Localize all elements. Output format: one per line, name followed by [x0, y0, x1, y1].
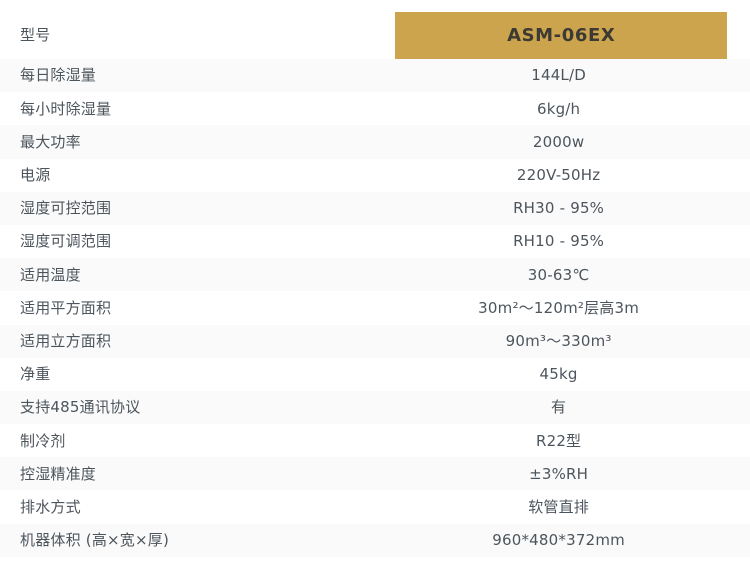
spec-label-text: 净重 [20, 365, 51, 384]
spec-value-text: RH10 - 95% [513, 232, 605, 251]
spec-value-cell: 30-63℃ [395, 258, 750, 291]
spec-label-text: 适用温度 [20, 265, 81, 284]
spec-label-cell: 每小时除湿量 [0, 92, 395, 125]
spec-table-row: 适用立方面积 90m³～330m³ [0, 324, 750, 358]
spec-value-text: 45kg [539, 365, 578, 384]
spec-table-row: 电源 220V-50Hz [0, 159, 750, 192]
spec-value-cell: 30m²～120m²层高3m [395, 291, 750, 324]
spec-table-row: 制冷剂 R22型 [0, 424, 750, 457]
spec-label-cell: 最大功率 [0, 125, 395, 158]
spec-label-cell: 净重 [0, 358, 395, 391]
spec-table-row: 适用平方面积 30m²～120m²层高3m [0, 291, 750, 324]
spec-value-text: RH30 - 95% [513, 199, 605, 218]
spec-value-text: 30-63℃ [527, 265, 590, 284]
spec-value-cell: R22型 [395, 424, 750, 457]
spec-value-cell: 软管直排 [395, 490, 750, 523]
spec-value-cell: 144L/D [395, 59, 750, 92]
spec-value-text: 90m³～330m³ [505, 331, 612, 350]
spec-table-row: 湿度可调范围 RH10 - 95% [0, 225, 750, 258]
spec-label-cell: 排水方式 [0, 490, 395, 523]
spec-header-row: 型号 ASM-06EX [0, 12, 750, 59]
spec-table-body: 型号 ASM-06EX 每日除湿量 144L/D 每小时除湿量 6kg/h 最大功率 2000… [0, 12, 750, 557]
spec-label-text: 适用平方面积 [20, 298, 112, 317]
spec-value-cell: 45kg [395, 358, 750, 391]
spec-table: 型号 ASM-06EX 每日除湿量 144L/D 每小时除湿量 6kg/h 最大功率 2000… [0, 12, 750, 557]
spec-label-text: 最大功率 [20, 132, 81, 151]
spec-table-row: 每日除湿量 144L/D [0, 59, 750, 93]
spec-value-text: 220V-50Hz [516, 166, 601, 185]
spec-table-row: 湿度可控范围 RH30 - 95% [0, 191, 750, 225]
spec-label-text: 每日除湿量 [20, 66, 97, 85]
spec-label-text: 支持485通讯协议 [20, 398, 141, 417]
spec-table-row: 机器体积 (高×宽×厚) 960*480*372mm [0, 523, 750, 557]
spec-table-row: 排水方式 软管直排 [0, 490, 750, 523]
model-number-badge: ASM-06EX [395, 12, 728, 59]
spec-label-cell: 每日除湿量 [0, 59, 395, 92]
spec-label-text: 每小时除湿量 [20, 99, 112, 118]
spec-value-cell: 220V-50Hz [395, 159, 750, 192]
spec-value-text: 6kg/h [536, 99, 581, 118]
spec-label-cell: 湿度可调范围 [0, 225, 395, 258]
spec-label-text: 制冷剂 [20, 431, 66, 450]
spec-value-cell: RH30 - 95% [395, 192, 750, 225]
spec-value-cell: 2000w [395, 125, 750, 158]
spec-table-row: 净重 45kg [0, 358, 750, 391]
spec-value-cell: 960*480*372mm [395, 524, 750, 557]
spec-label-text: 排水方式 [20, 497, 81, 516]
spec-label-cell: 型号 [0, 12, 395, 59]
spec-label-cell: 适用立方面积 [0, 325, 395, 358]
spec-table-row: 最大功率 2000w [0, 125, 750, 159]
spec-label-text: 湿度可控范围 [20, 199, 112, 218]
spec-label-text: 适用立方面积 [20, 331, 112, 350]
spec-label-cell: 控湿精准度 [0, 457, 395, 490]
spec-label-cell: 支持485通讯协议 [0, 391, 395, 424]
spec-label-cell: 机器体积 (高×宽×厚) [0, 524, 395, 557]
spec-label-cell: 电源 [0, 159, 395, 192]
spec-value-text: 2000w [532, 132, 585, 151]
spec-table-row: 适用温度 30-63℃ [0, 258, 750, 292]
spec-table-row: 每小时除湿量 6kg/h [0, 92, 750, 125]
spec-label-cell: 适用平方面积 [0, 291, 395, 324]
spec-label-text: 机器体积 (高×宽×厚) [20, 531, 170, 550]
spec-value-text: 软管直排 [528, 497, 590, 516]
spec-value-text: 30m²～120m²层高3m [478, 298, 640, 317]
spec-value-cell: 90m³～330m³ [395, 325, 750, 358]
spec-value-text: 960*480*372mm [492, 531, 625, 550]
spec-table-row: 控湿精准度 ±3%RH [0, 457, 750, 491]
spec-label-cell: 湿度可控范围 [0, 192, 395, 225]
spec-value-cell: 6kg/h [395, 92, 750, 125]
spec-value-cell: 有 [395, 391, 750, 424]
spec-value-cell: ±3%RH [395, 457, 750, 490]
spec-label-text: 电源 [20, 166, 51, 185]
spec-value-text: 有 [551, 398, 567, 417]
spec-value-cell: ASM-06EX [395, 12, 750, 59]
spec-table-row: 支持485通讯协议 有 [0, 390, 750, 425]
spec-label-text: 型号 [20, 26, 51, 45]
spec-label-text: 湿度可调范围 [20, 232, 112, 251]
spec-value-text: 144L/D [531, 66, 586, 85]
spec-value-cell: RH10 - 95% [395, 225, 750, 258]
spec-label-cell: 适用温度 [0, 258, 395, 291]
spec-value-text: R22型 [535, 431, 582, 450]
spec-value-text: ±3%RH [529, 464, 589, 483]
spec-label-cell: 制冷剂 [0, 424, 395, 457]
spec-label-text: 控湿精准度 [20, 464, 97, 483]
